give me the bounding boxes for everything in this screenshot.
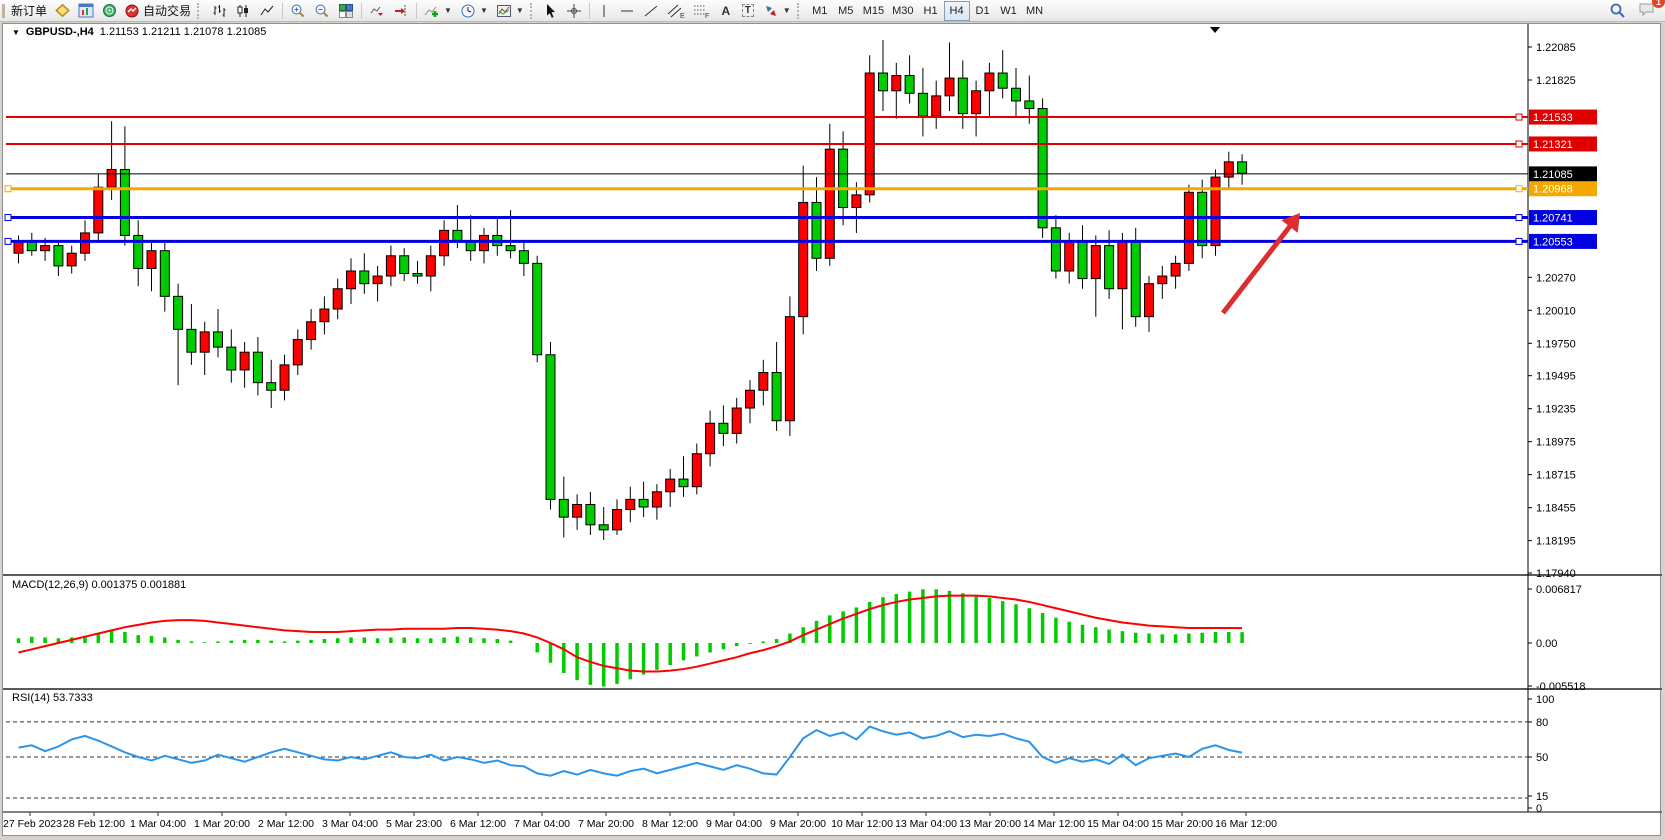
group-handle [796, 2, 803, 19]
timeframe-m1-button[interactable]: M1 [807, 1, 833, 21]
equidistant-channel-button[interactable]: E [663, 1, 689, 21]
timeframe-m30-button[interactable]: M30 [888, 1, 917, 21]
zoom-in-button[interactable] [286, 1, 310, 21]
tile-windows-button[interactable] [334, 1, 358, 21]
cursor-icon [546, 3, 555, 18]
separator [416, 2, 418, 19]
text-icon: A [721, 3, 731, 18]
cursor-button[interactable] [540, 1, 562, 21]
auto-trading-icon [125, 4, 139, 18]
bar-chart-icon [213, 4, 226, 17]
macd-label: MACD(12,26,9) 0.001375 0.001881 [12, 579, 187, 591]
fibonacci-button[interactable]: F [689, 1, 715, 21]
svg-text:E: E [680, 13, 685, 19]
chart-window-icon [78, 3, 94, 18]
auto-scroll-icon [370, 6, 384, 16]
periods-button[interactable]: ▼ [456, 1, 492, 21]
indicators-button[interactable]: ▼ [420, 1, 456, 21]
text-label-icon: T [741, 4, 754, 17]
new-chart-button[interactable] [74, 1, 98, 21]
zoom-out-icon [315, 4, 329, 17]
timeframe-h1-button[interactable]: H1 [918, 1, 944, 21]
crosshair-icon [566, 3, 581, 18]
symbol-title: GBPUSD-,H4 [25, 26, 94, 38]
search-icon [1610, 3, 1625, 18]
chart-shift-icon [395, 4, 406, 17]
timeframe-h4-button[interactable]: H4 [943, 0, 970, 21]
vertical-line-button[interactable] [593, 1, 615, 21]
tile-windows-icon [339, 3, 354, 18]
rsi-label: RSI(14) 53.7333 [12, 692, 93, 704]
text-button[interactable]: A [715, 1, 737, 21]
timeframe-w1-button[interactable]: W1 [996, 1, 1022, 21]
auto-scroll-button[interactable] [365, 1, 389, 21]
arrows-button[interactable]: ▼ [759, 1, 795, 21]
crosshair-button[interactable] [562, 1, 586, 21]
timeframe-d1-button[interactable]: D1 [970, 1, 996, 21]
timeframe-m5-button[interactable]: M5 [833, 1, 859, 21]
quote-line: 1.21153 1.21211 1.21078 1.21085 [99, 26, 267, 38]
chart-window[interactable] [2, 23, 1661, 836]
horizontal-line-button[interactable] [615, 1, 639, 21]
zoom-in-icon [291, 4, 305, 17]
separator [588, 2, 590, 19]
auto-trading-label: 自动交易 [143, 4, 192, 18]
indicators-icon [424, 6, 439, 17]
separator [361, 2, 363, 19]
gold-icon [55, 3, 70, 18]
arrows-icon [765, 5, 776, 16]
clipped-icon [2, 3, 5, 18]
line-chart-button[interactable] [255, 1, 279, 21]
candlestick-chart-button[interactable] [231, 1, 255, 21]
templates-icon [496, 4, 511, 17]
periods-icon [461, 4, 475, 17]
timeframe-m15-button[interactable]: M15 [859, 1, 888, 21]
search-button[interactable] [1605, 1, 1630, 21]
separator [282, 2, 284, 19]
timeframe-mn-button[interactable]: MN [1022, 1, 1048, 21]
notification-badge[interactable]: 1 [1652, 0, 1665, 8]
templates-button[interactable]: ▼ [492, 1, 528, 21]
signal-button[interactable] [98, 1, 121, 21]
chart-shift-button[interactable] [389, 1, 413, 21]
text-label-button[interactable]: T [737, 1, 759, 21]
equidistant-channel-icon: E [667, 4, 685, 19]
toolbar: 新订单 [0, 0, 1665, 22]
collapse-triangle-icon: ▼ [12, 27, 20, 37]
new-order-button[interactable]: 新订单 [7, 1, 51, 21]
chevron-down-icon: ▼ [479, 6, 488, 15]
group-handle [529, 2, 536, 19]
svg-text:F: F [705, 13, 709, 19]
chart-title: ▼ GBPUSD-,H4 1.21153 1.21211 1.21078 1.2… [12, 26, 266, 38]
chevron-down-icon: ▼ [782, 6, 791, 15]
vertical-line-icon [603, 4, 605, 17]
fibonacci-icon: F [693, 5, 709, 19]
line-chart-icon [260, 5, 274, 15]
trendline-button[interactable] [639, 1, 663, 21]
zoom-out-button[interactable] [310, 1, 334, 21]
chevron-down-icon: ▼ [515, 6, 524, 15]
trendline-icon [644, 5, 658, 16]
chevron-down-icon: ▼ [444, 6, 452, 15]
bar-chart-button[interactable] [207, 1, 231, 21]
group-handle [197, 2, 203, 19]
candlestick-chart-icon [237, 4, 249, 17]
auto-trading-button[interactable]: 自动交易 [121, 1, 195, 21]
horizontal-line-icon [620, 10, 633, 11]
new-order-label: 新订单 [11, 4, 48, 18]
signal-icon [103, 4, 117, 17]
gold-button[interactable] [51, 1, 74, 21]
